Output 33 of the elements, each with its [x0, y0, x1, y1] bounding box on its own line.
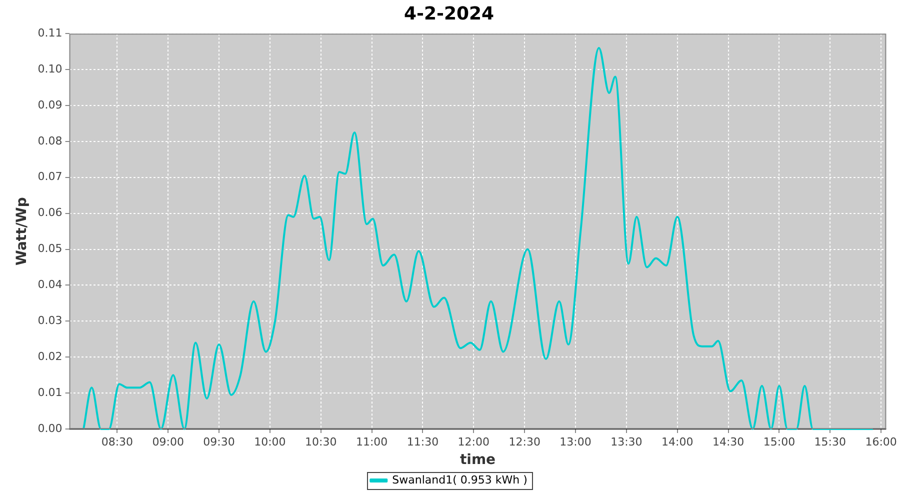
y-tick-label: 0.03	[38, 314, 62, 328]
x-tick-label: 12:00	[458, 435, 490, 448]
y-axis-title: Watt/Wp	[14, 197, 30, 266]
x-tick-label: 15:00	[763, 435, 796, 448]
x-tick-label: 15:30	[814, 435, 846, 448]
x-axis-title: time	[460, 452, 496, 468]
x-tick-label: 09:00	[152, 435, 184, 448]
x-tick-label: 10:30	[305, 435, 337, 448]
y-tick-label: 0.08	[38, 134, 62, 148]
y-tick-label: 0.04	[38, 278, 62, 292]
x-tick-label: 08:30	[101, 435, 134, 448]
x-tick-label: 13:00	[560, 435, 592, 448]
x-tick-label: 14:00	[662, 435, 694, 448]
x-tick-label: 09:30	[203, 435, 235, 448]
y-tick-label: 0.01	[38, 386, 62, 399]
legend-label: Swanland1( 0.953 kWh )	[392, 473, 528, 486]
y-tick-label: 0.02	[38, 350, 62, 363]
y-tick-label: 0.10	[38, 62, 62, 76]
y-tick-label: 0.11	[38, 26, 62, 40]
y-tick-label: 0.07	[38, 170, 62, 184]
y-tick-label: 0.06	[38, 206, 62, 220]
x-tick-label: 14:30	[712, 435, 744, 448]
x-tick-label: 11:00	[356, 435, 388, 448]
x-tick-label: 10:00	[254, 435, 286, 448]
x-tick-label: 11:30	[406, 435, 439, 448]
y-tick-label: 0.09	[38, 98, 62, 112]
y-tick-label: 0.05	[38, 242, 62, 256]
x-tick-label: 16:00	[865, 435, 897, 448]
y-tick-label: 0.00	[38, 422, 62, 435]
line-series	[82, 46, 874, 430]
x-tick-label: 13:30	[610, 435, 642, 448]
chart-title: 4-2-2024	[404, 3, 494, 24]
x-tick-label: 12:30	[508, 435, 540, 448]
